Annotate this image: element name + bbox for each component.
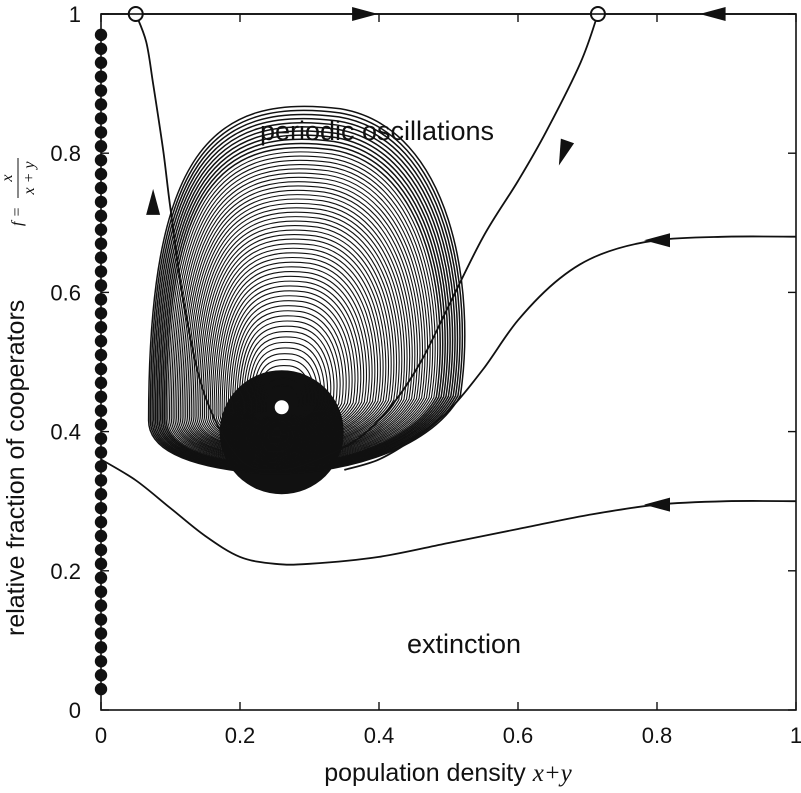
limit-cycle-ring bbox=[196, 220, 398, 452]
limit-cycle-ring bbox=[223, 285, 359, 440]
axis-ticks: 0 0.2 0.4 0.6 0.8 1 0 0.2 0.4 0.6 0.8 1 bbox=[50, 2, 801, 748]
x-tick-label: 0.8 bbox=[642, 723, 673, 748]
y-formula-lhs: f = bbox=[9, 207, 26, 226]
limit-cycle-ring bbox=[254, 358, 315, 425]
limit-cycle-ring bbox=[203, 238, 387, 449]
limit-cycle-ring bbox=[153, 117, 459, 473]
limit-cycle-ring bbox=[187, 198, 411, 457]
limit-cycle-ring bbox=[213, 261, 373, 444]
x-axis-label: population density x+y bbox=[324, 759, 572, 787]
x-tick-label: 0.4 bbox=[364, 723, 395, 748]
direction-arrow bbox=[146, 188, 161, 215]
x-tick-label: 0.6 bbox=[503, 723, 534, 748]
limit-cycle-ring bbox=[181, 185, 418, 459]
limit-cycle-ring bbox=[174, 168, 429, 462]
plot-area bbox=[94, 6, 797, 696]
trajectory-separatrix bbox=[134, 13, 599, 471]
limit-cycle-ring bbox=[231, 305, 347, 436]
limit-cycle-ring bbox=[205, 243, 384, 448]
limit-cycle-ring bbox=[209, 252, 379, 446]
y-axis-label: relative fraction of cooperators f = x x… bbox=[0, 158, 38, 636]
limit-cycle-ring bbox=[151, 113, 461, 473]
limit-cycle-ring bbox=[225, 290, 356, 439]
limit-cycle-ring bbox=[265, 384, 300, 420]
limit-cycle-ring bbox=[190, 207, 405, 455]
limit-cycle-ring bbox=[167, 151, 439, 466]
direction-arrow bbox=[644, 497, 670, 512]
y-tick-label: 0.2 bbox=[50, 559, 81, 584]
annotation-extinction: extinction bbox=[407, 629, 521, 659]
limit-cycle-ring bbox=[149, 109, 464, 474]
x-tick-label: 1 bbox=[790, 723, 801, 748]
limit-cycle-ring bbox=[249, 347, 322, 427]
limit-cycle-ring bbox=[240, 325, 335, 432]
plot-frame bbox=[100, 13, 797, 711]
limit-cycle-ring bbox=[211, 256, 376, 445]
limit-cycle-ring bbox=[221, 280, 362, 440]
limit-cycle-ring bbox=[183, 189, 416, 458]
svg-text:relative fraction of cooperato: relative fraction of cooperators bbox=[2, 300, 30, 636]
limit-cycle-ring bbox=[159, 134, 449, 469]
trajectory-orbit-lower bbox=[100, 458, 797, 566]
limit-cycle-ring bbox=[198, 224, 395, 451]
y-tick-label: 0.6 bbox=[50, 280, 81, 305]
limit-cycle-ring bbox=[161, 138, 446, 468]
limit-cycle-ring bbox=[176, 172, 426, 462]
limit-cycle-ring bbox=[207, 247, 381, 447]
limit-cycle-ring bbox=[215, 266, 370, 443]
limit-cycle-ring bbox=[201, 234, 390, 450]
trajectory-orbit-middle bbox=[344, 235, 797, 471]
limit-cycle-ring bbox=[219, 275, 365, 441]
y-tick-label: 1 bbox=[69, 2, 81, 27]
limit-cycle-ring bbox=[168, 155, 436, 465]
limit-cycle-ring bbox=[163, 142, 444, 468]
limit-cycle-ring bbox=[242, 330, 332, 431]
limit-cycle-ring bbox=[177, 176, 424, 461]
limit-cycle-ring bbox=[179, 181, 421, 460]
x-tick-label: 0.2 bbox=[225, 723, 256, 748]
y-tick-label: 0 bbox=[69, 698, 81, 723]
limit-cycle-ring bbox=[252, 353, 319, 426]
limit-cycle-ring bbox=[247, 341, 325, 428]
direction-arrow bbox=[558, 138, 575, 166]
limit-cycle-ring bbox=[200, 229, 392, 450]
limit-cycle-ring bbox=[170, 159, 434, 464]
limit-cycle-ring bbox=[192, 211, 403, 454]
limit-cycle-ring bbox=[245, 336, 329, 430]
limit-cycle-ring bbox=[227, 295, 353, 438]
limit-cycle-ring bbox=[185, 194, 413, 457]
fixed-point bbox=[274, 400, 289, 415]
limit-cycle-ring bbox=[257, 364, 312, 424]
y-tick-label: 0.4 bbox=[50, 420, 81, 445]
y-formula-denominator: x + y bbox=[21, 161, 38, 196]
limit-cycle-ring bbox=[238, 320, 338, 433]
y-tick-label: 0.8 bbox=[50, 141, 81, 166]
limit-cycle-ring bbox=[236, 315, 341, 434]
x-tick-label: 0 bbox=[95, 723, 107, 748]
limit-cycle-ring bbox=[172, 163, 431, 463]
limit-cycle-ring bbox=[262, 377, 304, 421]
direction-arrow bbox=[644, 233, 670, 248]
limit-cycle-ring bbox=[229, 300, 350, 437]
limit-cycle-ring bbox=[165, 146, 441, 467]
y-formula-numerator: x bbox=[0, 174, 16, 182]
limit-cycle-ring bbox=[194, 216, 400, 453]
limit-cycle-ring bbox=[147, 105, 466, 475]
annotation-periodic-oscillations: periodic oscillations bbox=[260, 116, 494, 146]
limit-cycle-ring bbox=[188, 202, 408, 456]
limit-cycle-ring bbox=[217, 271, 367, 442]
limit-cycle-ring bbox=[234, 310, 344, 435]
limit-cycle-ring bbox=[259, 371, 308, 423]
